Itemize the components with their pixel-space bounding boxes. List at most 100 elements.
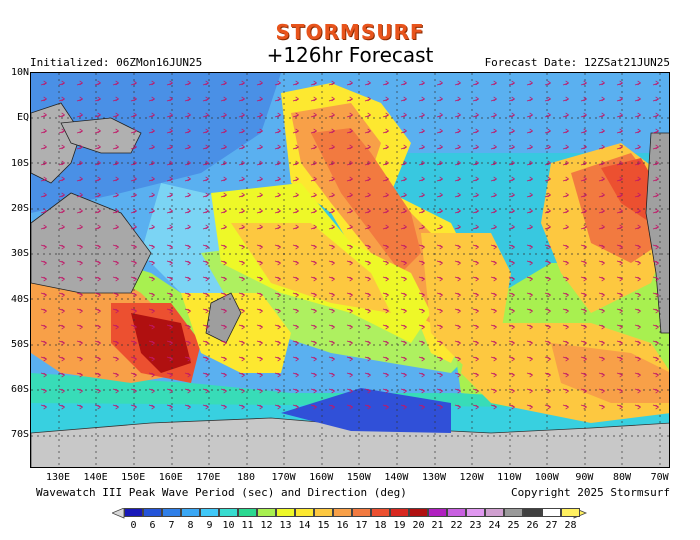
direction-arrow [382, 112, 389, 118]
direction-arrow [112, 96, 119, 102]
scale-label: 11 [241, 520, 254, 531]
direction-arrow [130, 224, 137, 230]
direction-arrow [382, 128, 389, 134]
direction-arrow [508, 372, 515, 378]
direction-arrow [76, 324, 83, 330]
direction-arrow [400, 192, 407, 198]
direction-arrow [472, 176, 479, 182]
direction-arrow [58, 404, 65, 410]
direction-arrow [508, 276, 515, 282]
direction-arrow [238, 388, 245, 394]
direction-arrow [562, 96, 569, 102]
direction-arrow [94, 276, 101, 282]
direction-arrow [58, 144, 65, 150]
direction-arrow [184, 276, 191, 282]
direction-arrow [40, 388, 47, 394]
direction-arrow [256, 324, 263, 330]
direction-arrow [40, 176, 47, 182]
direction-arrow [166, 208, 173, 214]
direction-arrow [76, 372, 83, 378]
direction-arrow [418, 324, 425, 330]
direction-arrow [490, 224, 497, 230]
direction-arrow [544, 324, 551, 330]
direction-arrow [598, 404, 605, 410]
direction-arrow [418, 192, 425, 198]
direction-arrow [616, 128, 623, 134]
direction-arrow [526, 176, 533, 182]
direction-arrow [382, 340, 389, 346]
direction-arrow [238, 308, 245, 314]
scale-swatch [276, 508, 295, 517]
scale-swatch [504, 508, 523, 517]
direction-arrow [292, 128, 299, 134]
wave-period-map[interactable] [30, 72, 670, 468]
direction-arrow [256, 208, 263, 214]
direction-arrow [580, 96, 587, 102]
direction-arrow [454, 160, 461, 166]
direction-arrow [328, 144, 335, 150]
direction-arrow [184, 144, 191, 150]
direction-arrow [346, 244, 353, 250]
direction-arrow [400, 176, 407, 182]
direction-arrow [94, 404, 101, 410]
direction-arrow [526, 340, 533, 346]
direction-arrow [418, 356, 425, 362]
direction-arrow [490, 192, 497, 198]
scale-swatch [561, 508, 580, 517]
direction-arrow [544, 80, 551, 86]
direction-arrow [328, 112, 335, 118]
direction-arrow [220, 308, 227, 314]
direction-arrow [436, 96, 443, 102]
direction-arrow [544, 404, 551, 410]
direction-arrow [346, 388, 353, 394]
direction-arrow [184, 372, 191, 378]
direction-arrow [112, 340, 119, 346]
direction-arrow [454, 372, 461, 378]
direction-arrow [472, 292, 479, 298]
direction-arrow [292, 292, 299, 298]
direction-arrow [526, 128, 533, 134]
direction-arrow [328, 160, 335, 166]
direction-arrow [112, 372, 119, 378]
direction-arrow [40, 324, 47, 330]
direction-arrow [472, 404, 479, 410]
direction-arrow [346, 208, 353, 214]
direction-arrow [454, 112, 461, 118]
direction-arrow [274, 244, 281, 250]
direction-arrow [310, 340, 317, 346]
direction-arrow [526, 356, 533, 362]
scale-label: 16 [336, 520, 349, 531]
direction-arrow [526, 404, 533, 410]
direction-arrow [274, 96, 281, 102]
direction-arrow [616, 112, 623, 118]
direction-arrow [364, 112, 371, 118]
direction-arrow [364, 292, 371, 298]
lat-label: 30S [10, 248, 29, 260]
direction-arrow [94, 176, 101, 182]
direction-arrow [94, 260, 101, 266]
direction-arrow [130, 372, 137, 378]
direction-arrow [166, 224, 173, 230]
direction-arrow [94, 356, 101, 362]
direction-arrow [76, 292, 83, 298]
scale-label: 27 [545, 520, 558, 531]
direction-arrow [220, 244, 227, 250]
direction-arrow [580, 292, 587, 298]
direction-arrow [328, 372, 335, 378]
scale-label: 15 [317, 520, 330, 531]
direction-arrow [112, 276, 119, 282]
direction-arrow [292, 388, 299, 394]
direction-arrow [166, 292, 173, 298]
direction-arrow [346, 224, 353, 230]
direction-arrow [634, 308, 641, 314]
direction-arrow [166, 324, 173, 330]
direction-arrow [130, 324, 137, 330]
direction-arrow [490, 96, 497, 102]
scale-swatch [447, 508, 466, 517]
direction-arrow [544, 160, 551, 166]
direction-arrow [490, 308, 497, 314]
direction-arrow [400, 324, 407, 330]
direction-arrow [652, 340, 659, 346]
direction-arrow [418, 96, 425, 102]
direction-arrow [508, 260, 515, 266]
